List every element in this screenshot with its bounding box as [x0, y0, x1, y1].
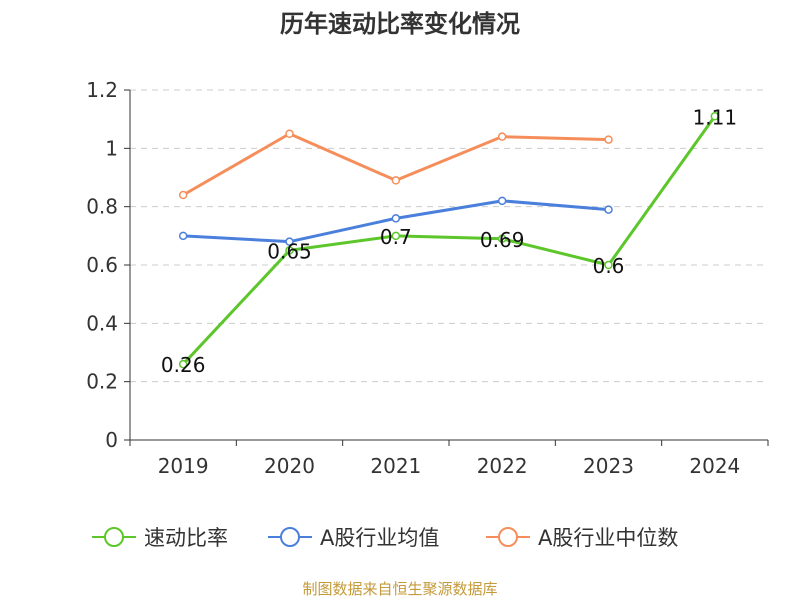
data-point — [604, 135, 613, 144]
data-point — [604, 205, 613, 214]
axes: 0 0.2 0.4 0.6 0.8 1 1.2 2019 2020 2021 2022 2023 202… — [86, 78, 769, 478]
y-tick-label: 0.8 — [86, 195, 118, 219]
legend-item-0: 速动比率 — [92, 526, 228, 550]
data-point — [604, 260, 613, 270]
data-point — [710, 112, 720, 121]
x-tick-label: 2019 — [158, 454, 209, 478]
source-note: 制图数据来自恒生聚源数据库 — [302, 580, 497, 598]
legend-item-1: A股行业均值 — [268, 526, 439, 550]
data-point — [285, 246, 294, 255]
x-tick-label: 2021 — [370, 454, 421, 478]
data-point — [285, 129, 294, 138]
legend-marker-icon — [280, 527, 300, 547]
y-tick-label: 1 — [105, 136, 118, 160]
data-label: 0.7 — [380, 225, 412, 249]
data-label: 0.26 — [161, 353, 206, 377]
data-label: 0.65 — [267, 239, 312, 263]
legend-label: A股行业中位数 — [538, 526, 678, 550]
data-label: 0.6 — [593, 254, 625, 278]
series-lines — [178, 112, 720, 369]
data-point — [178, 231, 188, 241]
y-tick-label: 0.4 — [86, 311, 118, 335]
grid-lines — [130, 89, 768, 383]
legend-label: A股行业均值 — [320, 526, 439, 550]
data-point — [285, 237, 294, 246]
x-tick-label: 2023 — [583, 454, 634, 478]
x-tick-label: 2024 — [689, 454, 740, 478]
chart-title: 历年速动比率变化情况 — [280, 10, 520, 38]
data-point — [497, 132, 507, 141]
legend-item-2: A股行业中位数 — [486, 526, 678, 550]
y-tick-label: 0.6 — [86, 253, 118, 277]
series-line-0 — [182, 115, 717, 366]
data-point — [391, 231, 401, 241]
series-line-2 — [182, 132, 609, 197]
x-tick-label: 2022 — [477, 454, 528, 478]
data-point — [497, 234, 507, 243]
legend-marker-icon — [498, 527, 518, 547]
data-label: 0.69 — [480, 228, 525, 252]
data-point — [391, 176, 401, 185]
legend-marker-icon — [104, 527, 124, 547]
data-point — [178, 190, 188, 200]
data-label: 1.11 — [693, 105, 738, 129]
legend: 速动比率 A股行业均值 A股行业中位数 — [92, 526, 678, 550]
data-point — [391, 214, 401, 223]
legend-label: 速动比率 — [144, 526, 228, 550]
y-tick-label: 0 — [105, 428, 118, 452]
data-labels: 0.26 0.65 0.7 0.69 0.6 1.11 — [161, 105, 737, 377]
y-tick-label: 0.2 — [86, 370, 118, 394]
y-tick-label: 1.2 — [86, 78, 118, 102]
data-point — [497, 196, 507, 206]
x-tick-label: 2020 — [264, 454, 315, 478]
data-point — [178, 359, 188, 369]
